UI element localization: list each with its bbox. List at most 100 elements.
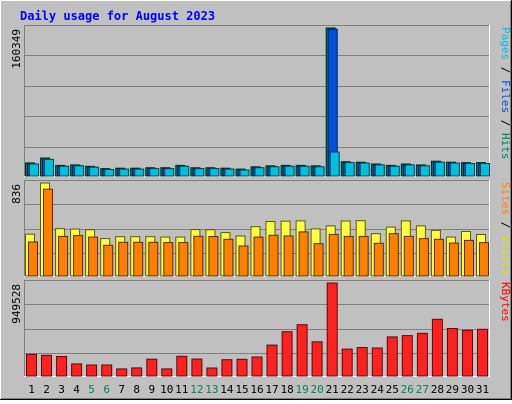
bar-kbytes-day-11 bbox=[176, 355, 188, 377]
bar-kbytes-day-3 bbox=[56, 356, 68, 377]
bar-kbytes-day-21 bbox=[326, 282, 338, 377]
x-tick-label-5: 5 bbox=[88, 383, 95, 396]
x-tick-label-19: 19 bbox=[295, 383, 308, 396]
legend-part: Hits bbox=[499, 133, 512, 160]
x-tick-label-1: 1 bbox=[28, 383, 35, 396]
bar-sites-day-22 bbox=[343, 235, 354, 277]
legend-part: Pages bbox=[499, 27, 512, 60]
x-tick-label-9: 9 bbox=[148, 383, 155, 396]
bar-sites-day-12 bbox=[193, 235, 204, 277]
x-tick-label-23: 23 bbox=[356, 383, 369, 396]
bar-sites-day-2 bbox=[43, 188, 53, 277]
legend-part: Files bbox=[499, 80, 512, 113]
bar-sites-day-20 bbox=[313, 243, 324, 277]
bar-sites-day-3 bbox=[58, 235, 69, 277]
bar-pages-day-18 bbox=[284, 165, 295, 177]
x-tick-label-10: 10 bbox=[160, 383, 173, 396]
bar-pages-day-10 bbox=[164, 168, 175, 177]
bar-pages-day-8 bbox=[134, 168, 145, 177]
x-tick-label-28: 28 bbox=[431, 383, 444, 396]
x-tick-label-17: 17 bbox=[265, 383, 278, 396]
bar-sites-day-29 bbox=[448, 242, 459, 277]
bar-pages-day-20 bbox=[314, 166, 325, 177]
bar-sites-day-1 bbox=[28, 241, 38, 277]
bar-sites-day-19 bbox=[298, 231, 309, 277]
bar-sites-day-30 bbox=[464, 239, 474, 277]
panel-bars bbox=[26, 282, 488, 377]
bar-pages-day-1 bbox=[29, 163, 39, 177]
legend-part: / bbox=[499, 215, 512, 235]
bar-sites-day-7 bbox=[118, 241, 129, 277]
bar-sites-day-6 bbox=[103, 244, 114, 277]
x-tick-label-20: 20 bbox=[310, 383, 323, 396]
panel-legend-label: KBytes bbox=[499, 282, 512, 322]
bar-kbytes-day-24 bbox=[371, 347, 383, 377]
bar-pages-day-9 bbox=[149, 168, 160, 177]
bar-kbytes-day-18 bbox=[281, 331, 293, 377]
x-tick-label-30: 30 bbox=[461, 383, 474, 396]
bar-pages-day-7 bbox=[119, 168, 130, 177]
x-tick-label-29: 29 bbox=[446, 383, 459, 396]
x-tick-label-7: 7 bbox=[118, 383, 125, 396]
bar-sites-day-9 bbox=[148, 241, 159, 277]
legend-part: / bbox=[499, 113, 512, 133]
bar-pages-day-25 bbox=[389, 165, 400, 177]
legend-part: KBytes bbox=[499, 282, 512, 322]
bar-pages-day-4 bbox=[74, 165, 85, 177]
x-axis-labels: 1 2 3 4 5 6 7 8 9 10 11 12 13 14 15 16 17 18 19 20 21 22 23 24 2… bbox=[28, 383, 489, 396]
bar-kbytes-day-31 bbox=[477, 328, 488, 377]
chart-title: Daily usage for August 2023 bbox=[20, 9, 215, 23]
bar-pages-day-6 bbox=[104, 169, 115, 177]
bar-sites-day-26 bbox=[403, 235, 414, 277]
bar-pages-day-14 bbox=[224, 168, 235, 177]
x-tick-label-27: 27 bbox=[416, 383, 429, 396]
bar-sites-day-17 bbox=[268, 234, 279, 277]
bar-pages-day-17 bbox=[269, 166, 280, 177]
x-tick-label-13: 13 bbox=[205, 383, 218, 396]
x-tick-label-22: 22 bbox=[341, 383, 354, 396]
x-tick-label-6: 6 bbox=[103, 383, 110, 396]
bar-kbytes-day-15 bbox=[236, 358, 248, 377]
bar-sites-day-8 bbox=[133, 241, 144, 277]
legend-part: / bbox=[499, 60, 512, 80]
bar-kbytes-day-5 bbox=[86, 364, 98, 377]
bar-kbytes-day-2 bbox=[41, 354, 52, 377]
bar-kbytes-day-25 bbox=[386, 336, 398, 377]
x-tick-label-11: 11 bbox=[175, 383, 188, 396]
bar-pages-day-24 bbox=[374, 164, 385, 177]
chart-panels: 160349 Pages / Files / Hits 836 Sites / Vis… bbox=[10, 25, 512, 377]
panel-max-label: 949528 bbox=[10, 284, 23, 324]
legend-part: Visits bbox=[499, 235, 512, 275]
bar-kbytes-day-1 bbox=[26, 353, 37, 377]
bar-pages-day-5 bbox=[89, 166, 100, 177]
bar-kbytes-day-4 bbox=[71, 363, 83, 377]
x-tick-label-25: 25 bbox=[386, 383, 399, 396]
bar-kbytes-day-6 bbox=[101, 364, 113, 377]
bar-sites-day-15 bbox=[238, 245, 249, 277]
hits-panel: 160349 Pages / Files / Hits bbox=[10, 25, 512, 177]
bar-pages-day-30 bbox=[465, 163, 475, 177]
bar-pages-day-29 bbox=[449, 162, 460, 177]
bar-pages-day-11 bbox=[179, 165, 190, 177]
panel-max-label: 836 bbox=[10, 184, 23, 204]
x-tick-label-4: 4 bbox=[73, 383, 80, 396]
bar-kbytes-day-20 bbox=[311, 341, 323, 377]
x-tick-label-21: 21 bbox=[326, 383, 339, 396]
bar-kbytes-day-30 bbox=[462, 329, 473, 377]
bar-pages-day-22 bbox=[344, 162, 355, 177]
kbytes-panel: 949528 KBytes bbox=[10, 280, 512, 377]
x-tick-label-18: 18 bbox=[280, 383, 293, 396]
bar-pages-day-2 bbox=[44, 158, 54, 177]
bar-sites-day-5 bbox=[88, 236, 99, 277]
bar-pages-day-13 bbox=[209, 168, 220, 177]
x-tick-label-24: 24 bbox=[371, 383, 385, 396]
panel-max-label: 160349 bbox=[10, 29, 23, 69]
x-tick-label-26: 26 bbox=[401, 383, 414, 396]
bar-sites-day-28 bbox=[433, 238, 444, 277]
panel-legend-label: Sites / Visits bbox=[499, 182, 512, 275]
bar-sites-day-21 bbox=[328, 233, 339, 277]
bar-kbytes-day-13 bbox=[206, 367, 218, 377]
plot-area bbox=[24, 25, 490, 177]
bar-kbytes-day-26 bbox=[401, 335, 413, 377]
